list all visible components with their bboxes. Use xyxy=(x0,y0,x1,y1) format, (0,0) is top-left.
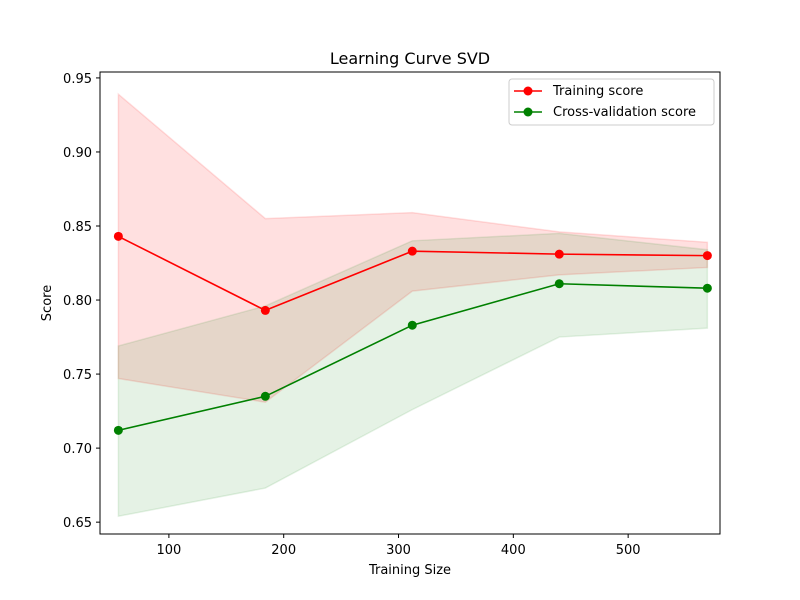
x-tick-label: 200 xyxy=(271,543,296,558)
x-tick-label: 500 xyxy=(616,543,641,558)
legend-cv-label: Cross-validation score xyxy=(553,105,696,120)
y-tick-label: 0.70 xyxy=(63,442,92,457)
cv-score-band xyxy=(117,232,709,518)
plot-frame xyxy=(99,71,721,535)
x-tick-label: 400 xyxy=(501,543,526,558)
x-tick-label: 100 xyxy=(156,543,181,558)
legend-training-marker xyxy=(523,86,533,96)
chart-title: Learning Curve SVD xyxy=(330,49,490,68)
cv-score-point xyxy=(260,391,270,401)
training-score-point xyxy=(702,251,712,261)
y-tick-label: 0.95 xyxy=(63,72,92,87)
legend-training-label: Training score xyxy=(552,84,643,99)
y-tick-label: 0.90 xyxy=(63,146,92,161)
training-score-point xyxy=(260,305,270,315)
x-tick-label: 300 xyxy=(386,543,411,558)
x-axis-label: Training Size xyxy=(368,563,451,578)
y-tick-label: 0.75 xyxy=(63,368,92,383)
cv-score-point xyxy=(407,320,417,330)
training-score-point xyxy=(407,246,417,256)
legend-cv-marker xyxy=(523,107,533,117)
cv-score-point xyxy=(702,283,712,293)
series-markers xyxy=(113,231,712,435)
y-axis-ticks: 0.65 0.70 0.75 0.80 0.85 0.90 0.95 xyxy=(63,72,100,531)
y-axis-label: Score xyxy=(40,285,55,321)
legend: Training score Cross-validation score xyxy=(508,78,715,126)
legend-box xyxy=(508,78,715,126)
training-score-point xyxy=(554,249,564,259)
cv-score-point xyxy=(113,425,123,435)
training-score-point xyxy=(113,231,123,241)
x-axis-ticks: 100 200 300 400 500 xyxy=(156,534,641,558)
y-tick-label: 0.80 xyxy=(63,294,92,309)
y-tick-label: 0.65 xyxy=(63,516,92,531)
cv-score-point xyxy=(554,279,564,289)
y-tick-label: 0.85 xyxy=(63,220,92,235)
